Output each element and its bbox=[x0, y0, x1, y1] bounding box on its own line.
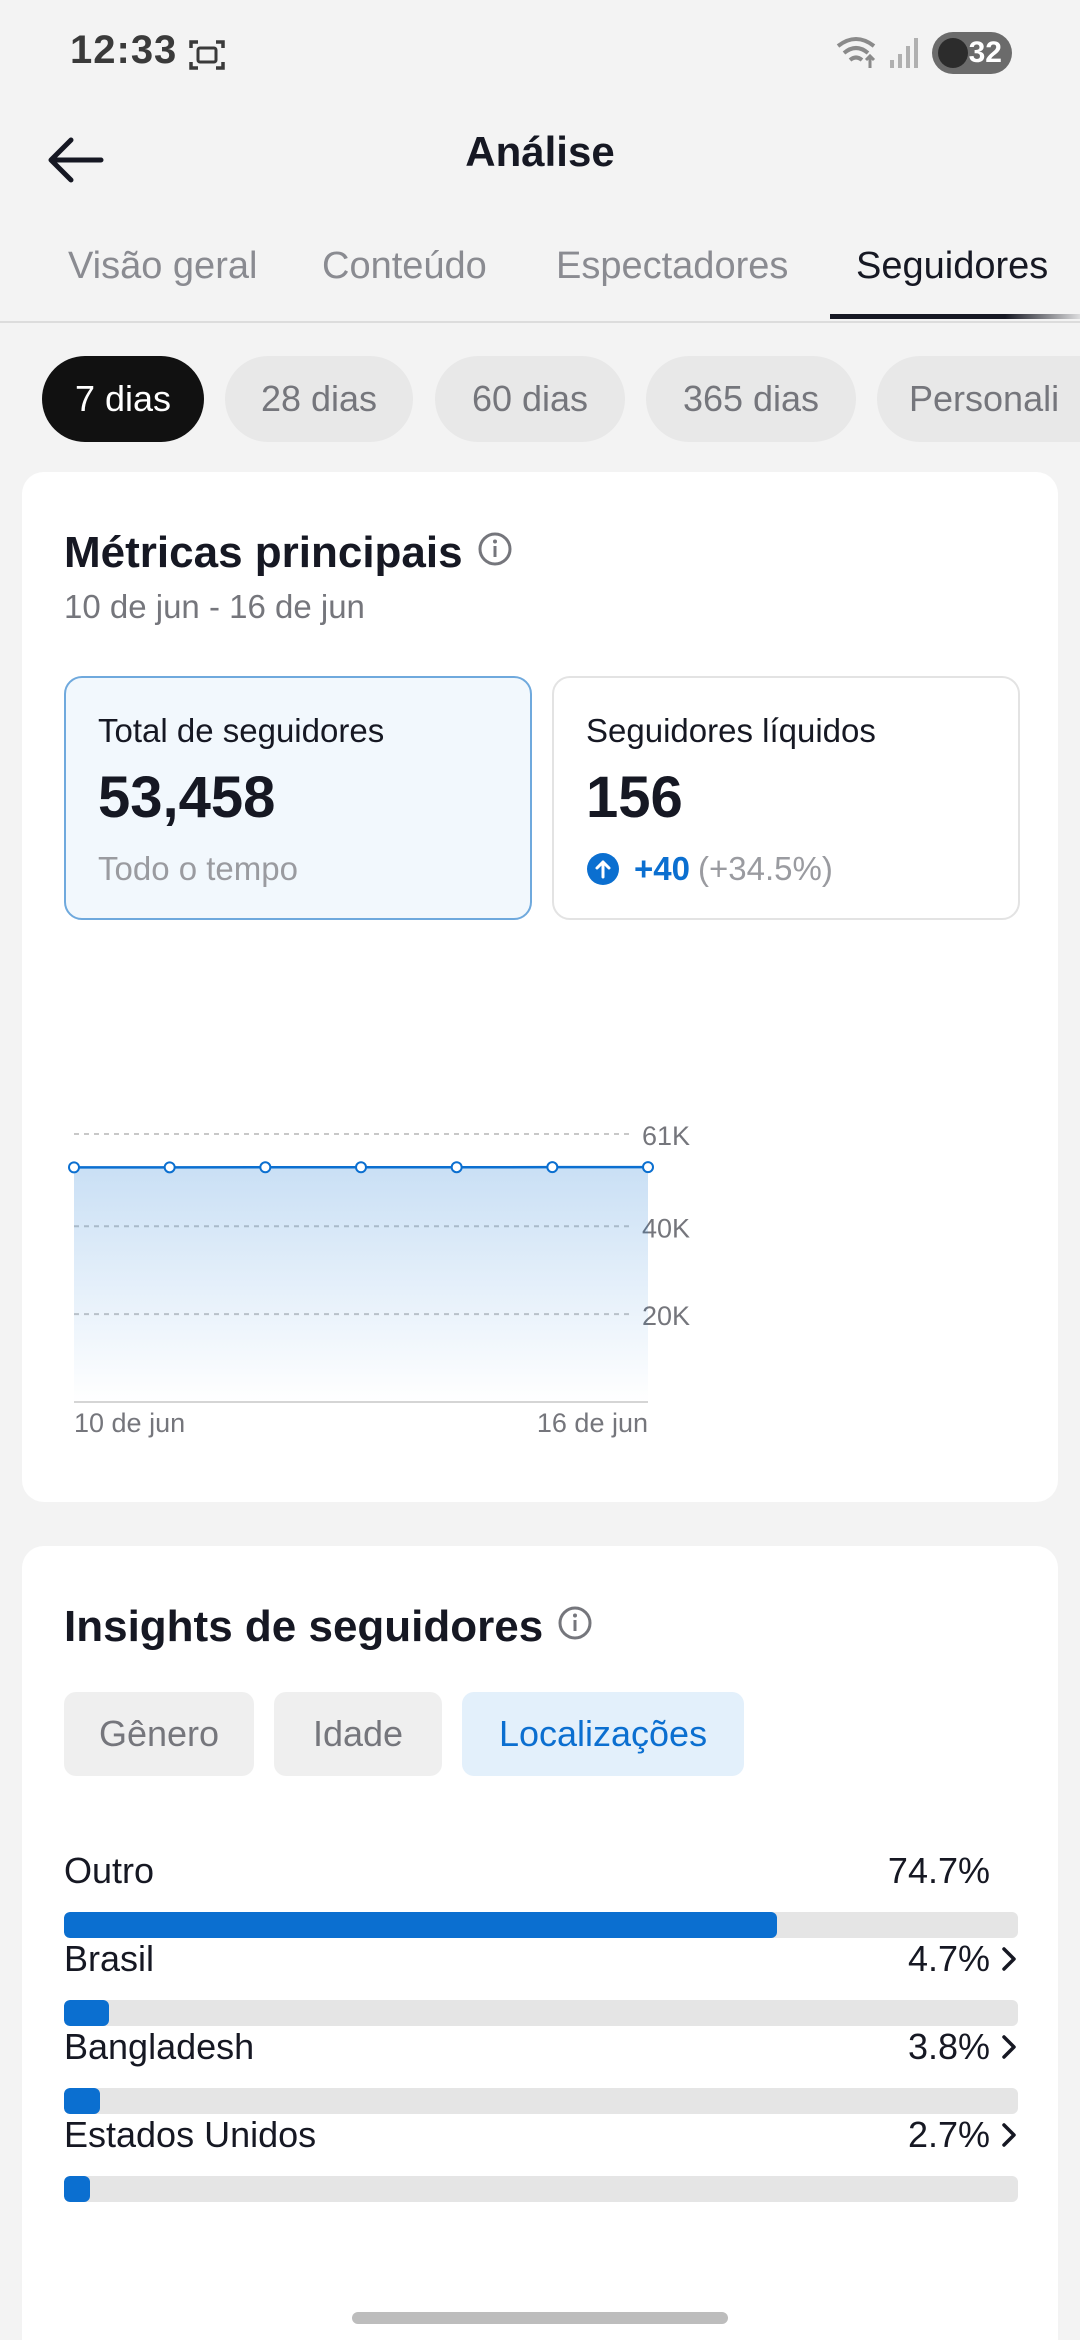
followers-chart: 20K 40K 61K 10 de jun 16 de jun bbox=[68, 1121, 690, 1438]
arrow-left-icon bbox=[48, 137, 104, 183]
data-point bbox=[355, 1161, 367, 1174]
net-followers-label: Seguidores líquidos bbox=[586, 712, 876, 749]
key-metrics-title: Métricas principais bbox=[64, 528, 463, 577]
area-fill bbox=[74, 1167, 648, 1402]
location-name: Outro bbox=[64, 1850, 155, 1891]
data-point bbox=[163, 1161, 176, 1174]
tab-espectadores[interactable]: Espectadores bbox=[556, 245, 789, 287]
follower-insights-header: Insights de seguidores bbox=[64, 1602, 593, 1652]
location-bar-fill bbox=[64, 2000, 109, 2026]
location-percent: 4.7% bbox=[907, 1938, 990, 1979]
segment-localizacoes[interactable]: Localizações bbox=[462, 1692, 744, 1776]
follower-insights-title: Insights de seguidores bbox=[64, 1602, 544, 1651]
chevron-right-icon bbox=[1002, 1947, 1016, 1971]
screenshot-icon bbox=[188, 38, 226, 77]
signal-icon bbox=[888, 36, 920, 75]
back-button[interactable] bbox=[40, 120, 110, 200]
page-title: Análise bbox=[465, 128, 615, 175]
segment-genero[interactable]: Gênero bbox=[64, 1692, 254, 1776]
location-row-bangladesh[interactable]: Bangladesh 3.8% bbox=[64, 2026, 1018, 2136]
date-range: 10 de jun - 16 de jun bbox=[64, 588, 365, 625]
location-row-brasil[interactable]: Brasil 4.7% bbox=[64, 1938, 1018, 2048]
battery-saver-icon bbox=[938, 38, 968, 68]
tab-visao-geral[interactable]: Visão geral bbox=[68, 245, 258, 287]
total-followers-value: 53,458 bbox=[98, 765, 276, 830]
data-point bbox=[642, 1161, 654, 1174]
battery-indicator: 32 bbox=[932, 32, 1012, 74]
y-tick-label: 61K bbox=[642, 1121, 690, 1151]
location-row-outro: Outro 74.7% bbox=[64, 1850, 1018, 1960]
follower-insights-card: Insights de seguidores Gênero Idade Loca… bbox=[22, 1546, 1058, 2340]
location-bar bbox=[64, 2000, 1018, 2026]
net-followers-value: 156 bbox=[586, 765, 683, 830]
analytics-tabs: Visão geral Conteúdo Espectadores Seguid… bbox=[0, 225, 1080, 323]
net-change-percent: (+34.5%) bbox=[697, 850, 833, 887]
y-tick-label: 40K bbox=[642, 1213, 690, 1243]
arrow-up-circle-icon bbox=[587, 853, 619, 885]
x-tick-label: 10 de jun bbox=[74, 1408, 185, 1438]
location-percent-group: 3.8% bbox=[908, 2026, 1018, 2068]
location-percent: 2.7% bbox=[907, 2114, 990, 2155]
location-name: Brasil bbox=[64, 1938, 155, 1979]
location-name: Bangladesh bbox=[64, 2026, 255, 2067]
net-followers-box[interactable]: Seguidores líquidos 156 +40 (+34.5%) bbox=[552, 676, 1020, 920]
tab-seguidores[interactable]: Seguidores bbox=[856, 245, 1049, 287]
data-point bbox=[450, 1161, 463, 1174]
location-bar bbox=[64, 2176, 1018, 2202]
data-point bbox=[68, 1161, 80, 1174]
location-name: Estados Unidos bbox=[64, 2114, 317, 2155]
location-percent: 3.8% bbox=[907, 2026, 990, 2067]
total-followers-sub: Todo o tempo bbox=[98, 850, 298, 887]
active-tab-indicator bbox=[830, 314, 1080, 319]
location-bar-fill bbox=[64, 2176, 90, 2202]
chevron-right-icon bbox=[1002, 2035, 1016, 2059]
data-point bbox=[259, 1161, 272, 1174]
tab-conteudo[interactable]: Conteúdo bbox=[322, 245, 487, 287]
status-time: 12:33 bbox=[70, 28, 178, 72]
wifi-icon bbox=[836, 34, 880, 75]
location-percent: 74.7% bbox=[887, 1850, 990, 1891]
status-bar: 12:33 32 bbox=[0, 0, 1080, 110]
period-chip-custom[interactable]: Personali bbox=[877, 356, 1080, 442]
segment-idade[interactable]: Idade bbox=[274, 1692, 442, 1776]
x-tick-label: 16 de jun bbox=[537, 1408, 648, 1438]
total-followers-box[interactable]: Total de seguidores 53,458 Todo o tempo bbox=[64, 676, 532, 920]
location-percent-group: 2.7% bbox=[908, 2114, 1018, 2156]
location-row-estados-unidos[interactable]: Estados Unidos 2.7% bbox=[64, 2114, 1018, 2224]
total-followers-label: Total de seguidores bbox=[98, 712, 385, 749]
location-percent-group: 4.7% bbox=[908, 1938, 1018, 1980]
location-bar-fill bbox=[64, 2088, 101, 2114]
battery-level: 32 bbox=[968, 36, 1002, 69]
location-bar-fill bbox=[64, 1912, 777, 1938]
app-header: Análise bbox=[0, 110, 1080, 220]
period-chip-365[interactable]: 365 dias bbox=[646, 356, 856, 442]
data-point bbox=[546, 1161, 559, 1174]
y-tick-label: 20K bbox=[642, 1301, 690, 1331]
info-icon[interactable] bbox=[557, 1602, 593, 1652]
period-chip-7[interactable]: 7 dias bbox=[42, 356, 204, 442]
key-metrics-card: Métricas principais 10 de jun - 16 de ju… bbox=[22, 472, 1058, 1502]
info-icon[interactable] bbox=[477, 528, 513, 578]
net-change-value: +40 bbox=[634, 850, 690, 887]
chevron-right-icon bbox=[1002, 2123, 1016, 2147]
period-selector: 7 dias 28 dias 60 dias 365 dias Personal… bbox=[0, 356, 1080, 442]
home-indicator[interactable] bbox=[352, 2312, 728, 2324]
key-metrics-header: Métricas principais bbox=[64, 528, 513, 578]
net-followers-change: +40 (+34.5%) bbox=[586, 850, 833, 888]
period-chip-60[interactable]: 60 dias bbox=[435, 356, 625, 442]
period-chip-28[interactable]: 28 dias bbox=[225, 356, 413, 442]
location-bar bbox=[64, 1912, 1018, 1938]
location-bar bbox=[64, 2088, 1018, 2114]
